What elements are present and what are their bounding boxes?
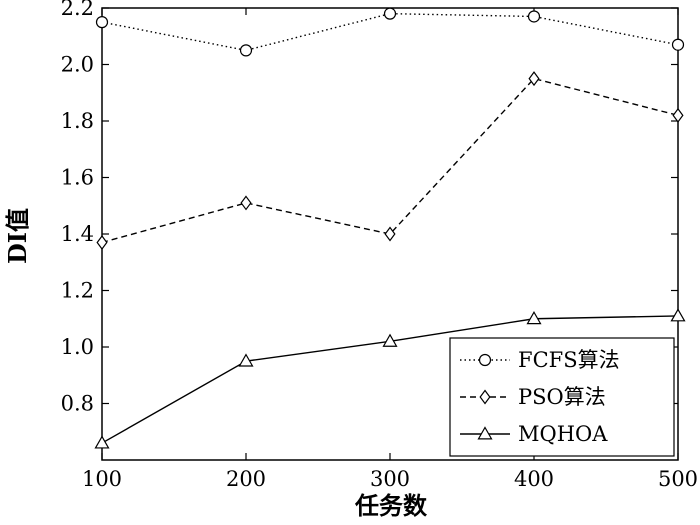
series-triangle	[94, 308, 686, 449]
x-tick-label: 200	[226, 467, 266, 491]
data-point	[670, 308, 686, 322]
legend-label: MQHOA	[518, 422, 608, 446]
legend-marker	[479, 389, 491, 405]
series-layer	[94, 7, 686, 449]
data-point	[384, 226, 396, 242]
axes: 100 200 300 400 500 0.8 1.0 1.2 1.4 1.6 1.8 2.0 2.2	[61, 0, 698, 491]
legend-label: FCFS算法	[518, 348, 620, 372]
data-point	[95, 16, 109, 29]
data-point	[382, 333, 398, 347]
data-point	[383, 7, 397, 20]
y-axis-label: DI值	[3, 208, 32, 264]
data-point	[526, 311, 542, 325]
series-line	[101, 77, 679, 244]
legend-entry: FCFS算法	[460, 348, 620, 372]
data-point	[240, 195, 252, 211]
series-diamond	[96, 71, 684, 250]
series-circle	[95, 7, 685, 57]
y-tick-label: 1.2	[61, 279, 94, 303]
y-tick-label: 1.4	[61, 222, 94, 246]
x-tick-label: 500	[658, 467, 698, 491]
data-point	[239, 44, 253, 57]
x-tick-label: 300	[370, 467, 410, 491]
legend-entry: MQHOA	[460, 422, 608, 446]
x-axis-label: 任务数	[354, 491, 428, 520]
data-point	[671, 38, 685, 51]
x-tick-label: 100	[82, 467, 122, 491]
data-point	[94, 435, 110, 449]
legend: FCFS算法 PSO算法 MQHOA	[449, 337, 675, 457]
data-point	[528, 71, 540, 87]
y-tick-label: 2.2	[61, 0, 94, 20]
y-tick-label: 2.0	[61, 53, 94, 77]
y-tick-label: 1.8	[61, 109, 94, 133]
data-point	[238, 353, 254, 367]
data-point	[527, 10, 541, 23]
y-tick-label: 1.0	[61, 335, 94, 359]
y-tick-label: 1.6	[61, 166, 94, 190]
legend-label: PSO算法	[518, 385, 606, 409]
x-tick-label: 400	[514, 467, 554, 491]
legend-entry: PSO算法	[460, 385, 606, 409]
legend-marker	[478, 353, 492, 367]
data-point	[96, 234, 108, 250]
data-point	[672, 107, 684, 123]
y-tick-label: 0.8	[61, 392, 94, 416]
legend-marker	[477, 426, 493, 440]
